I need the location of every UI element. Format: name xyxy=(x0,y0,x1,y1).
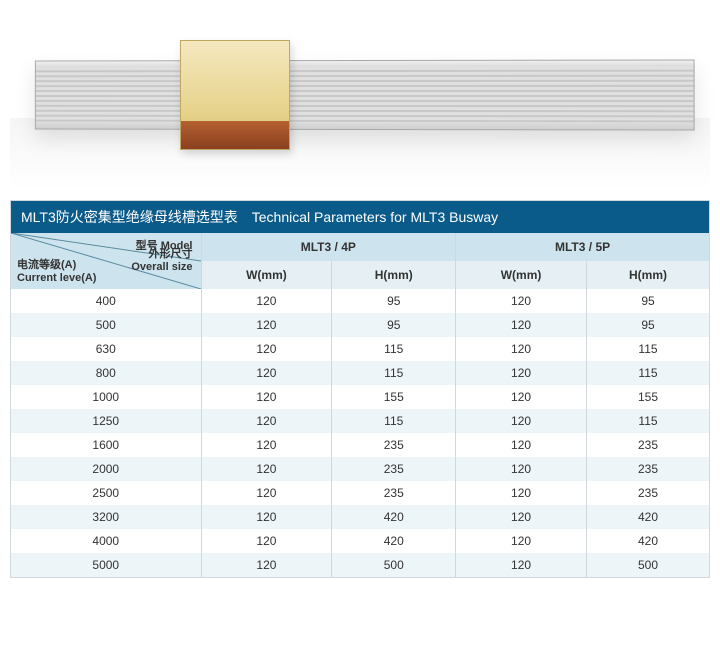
table-row: 1600120235120235 xyxy=(11,433,709,457)
cell-w5: 120 xyxy=(456,505,587,529)
table-row: 2000120235120235 xyxy=(11,457,709,481)
table-row: 800120115120115 xyxy=(11,361,709,385)
cell-h5: 155 xyxy=(586,385,709,409)
cell-w4: 120 xyxy=(201,481,332,505)
busway-illustration xyxy=(35,59,695,130)
cell-w5: 120 xyxy=(456,385,587,409)
group-4p-header: MLT3 / 4P xyxy=(201,233,456,261)
cell-current: 630 xyxy=(11,337,201,361)
cell-w5: 120 xyxy=(456,409,587,433)
current-label: 电流等级(A) Current leve(A) xyxy=(17,259,96,285)
cell-h5: 235 xyxy=(586,481,709,505)
cell-w4: 120 xyxy=(201,505,332,529)
parameters-table: 型号 Model 外形尺寸 Overall size 电流等级(A) Curre… xyxy=(11,233,709,577)
cell-w5: 120 xyxy=(456,433,587,457)
table-row: 4000120420120420 xyxy=(11,529,709,553)
table-row: 630120115120115 xyxy=(11,337,709,361)
cell-current: 2000 xyxy=(11,457,201,481)
table-row: 5000120500120500 xyxy=(11,553,709,577)
table-body: 4001209512095500120951209563012011512011… xyxy=(11,289,709,577)
cell-w4: 120 xyxy=(201,385,332,409)
cell-current: 1000 xyxy=(11,385,201,409)
cell-h4: 95 xyxy=(332,289,456,313)
cell-current: 1600 xyxy=(11,433,201,457)
cell-current: 1250 xyxy=(11,409,201,433)
col-h4: H(mm) xyxy=(332,261,456,289)
table-title: MLT3防火密集型绝缘母线槽选型表 Technical Parameters f… xyxy=(11,201,709,233)
cell-h5: 115 xyxy=(586,337,709,361)
cell-w5: 120 xyxy=(456,313,587,337)
cell-h5: 235 xyxy=(586,433,709,457)
col-w4: W(mm) xyxy=(201,261,332,289)
cell-h5: 115 xyxy=(586,361,709,385)
cell-current: 4000 xyxy=(11,529,201,553)
cell-h4: 235 xyxy=(332,433,456,457)
table-row: 1250120115120115 xyxy=(11,409,709,433)
cell-w4: 120 xyxy=(201,433,332,457)
group-5p-header: MLT3 / 5P xyxy=(456,233,709,261)
cell-h4: 115 xyxy=(332,361,456,385)
cell-h4: 115 xyxy=(332,409,456,433)
cell-h5: 95 xyxy=(586,289,709,313)
fire-barrier-illustration xyxy=(180,40,290,150)
cell-w4: 120 xyxy=(201,313,332,337)
cell-current: 2500 xyxy=(11,481,201,505)
diagonal-header-cell: 型号 Model 外形尺寸 Overall size 电流等级(A) Curre… xyxy=(11,233,201,289)
cell-h4: 155 xyxy=(332,385,456,409)
col-w5: W(mm) xyxy=(456,261,587,289)
cell-w5: 120 xyxy=(456,457,587,481)
cell-h4: 420 xyxy=(332,505,456,529)
cell-h4: 420 xyxy=(332,529,456,553)
cell-w4: 120 xyxy=(201,457,332,481)
size-label: 外形尺寸 Overall size xyxy=(131,248,192,274)
cell-w4: 120 xyxy=(201,361,332,385)
cell-h4: 115 xyxy=(332,337,456,361)
cell-w5: 120 xyxy=(456,289,587,313)
cell-h4: 235 xyxy=(332,457,456,481)
cell-h5: 235 xyxy=(586,457,709,481)
cell-h4: 95 xyxy=(332,313,456,337)
cell-w5: 120 xyxy=(456,361,587,385)
cell-h5: 95 xyxy=(586,313,709,337)
cell-current: 5000 xyxy=(11,553,201,577)
cell-w5: 120 xyxy=(456,529,587,553)
table-row: 1000120155120155 xyxy=(11,385,709,409)
cell-w5: 120 xyxy=(456,553,587,577)
col-h5: H(mm) xyxy=(586,261,709,289)
cell-w5: 120 xyxy=(456,337,587,361)
cell-h5: 115 xyxy=(586,409,709,433)
cell-h4: 500 xyxy=(332,553,456,577)
cell-w4: 120 xyxy=(201,289,332,313)
cell-w5: 120 xyxy=(456,481,587,505)
cell-w4: 120 xyxy=(201,337,332,361)
table-row: 3200120420120420 xyxy=(11,505,709,529)
cell-current: 400 xyxy=(11,289,201,313)
cell-w4: 120 xyxy=(201,409,332,433)
cell-h5: 420 xyxy=(586,505,709,529)
cell-h5: 500 xyxy=(586,553,709,577)
parameters-table-container: MLT3防火密集型绝缘母线槽选型表 Technical Parameters f… xyxy=(10,200,710,578)
table-row: 2500120235120235 xyxy=(11,481,709,505)
product-image xyxy=(10,10,710,190)
cell-w4: 120 xyxy=(201,529,332,553)
cell-h5: 420 xyxy=(586,529,709,553)
cell-h4: 235 xyxy=(332,481,456,505)
table-row: 4001209512095 xyxy=(11,289,709,313)
table-row: 5001209512095 xyxy=(11,313,709,337)
cell-w4: 120 xyxy=(201,553,332,577)
cell-current: 500 xyxy=(11,313,201,337)
cell-current: 800 xyxy=(11,361,201,385)
cell-current: 3200 xyxy=(11,505,201,529)
